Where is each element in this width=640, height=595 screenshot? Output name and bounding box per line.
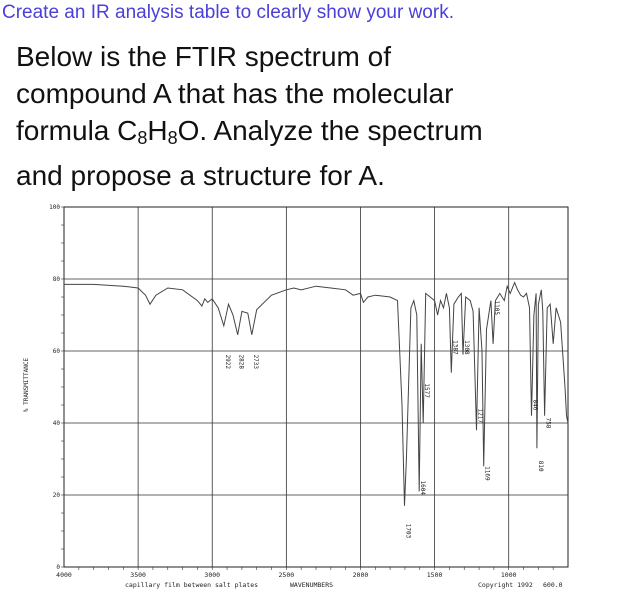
peak-label: 846 <box>532 400 539 411</box>
peak-label: 2828 <box>238 355 245 370</box>
ir-spectrum-chart: 100 80 60 40 20 0 4000 3500 3000 2500 2000 1500 100… <box>23 204 569 589</box>
y-tick-label: 0 <box>56 564 60 571</box>
x-tick-label: 2000 <box>353 571 369 579</box>
peak-label: 1387 <box>451 340 458 355</box>
peak-label: 1703 <box>404 524 411 539</box>
x-tick-label: 4000 <box>56 571 72 579</box>
peak-label: 2733 <box>252 355 259 370</box>
y-tick-label: 20 <box>53 492 61 499</box>
instruction-header: Create an IR analysis table to clearly s… <box>2 2 454 23</box>
sample-note: capillary film between salt plates <box>125 581 258 589</box>
question-text: Below is the FTIR spectrum of compound A… <box>16 38 636 194</box>
x-tick-label: 2500 <box>279 571 295 579</box>
peak-label: 810 <box>537 461 544 472</box>
peak-label: 758 <box>545 418 552 429</box>
peak-label: 2922 <box>224 355 231 370</box>
peak-label: 1169 <box>484 466 491 481</box>
y-tick-label: 80 <box>53 276 61 283</box>
peak-label: 1308 <box>463 340 470 355</box>
chart-grid <box>63 206 568 568</box>
copyright-note: Copyright 1992 <box>478 581 533 589</box>
hydrogen-subscript: 8 <box>167 128 178 148</box>
peak-label: 1604 <box>419 481 426 496</box>
x-axis-ticks: 4000 3500 3000 2500 2000 1500 1000 <box>56 567 554 579</box>
question-line-3: formula C8H8O. Analyze the spectrum <box>16 112 636 157</box>
plot-frame <box>63 206 569 568</box>
y-tick-label: 60 <box>53 348 61 355</box>
x-tick-label: 1000 <box>501 571 517 579</box>
carbon-subscript: 8 <box>137 128 148 148</box>
formula-prefix: formula C <box>16 115 138 146</box>
peak-label: 1105 <box>493 301 500 316</box>
y-tick-label: 40 <box>53 420 61 427</box>
spectrum-line <box>64 281 569 506</box>
x-axis-label: WAVENUMBERS <box>290 581 333 589</box>
x-tick-label: 3000 <box>204 571 220 579</box>
peak-labels: 2922 2828 2733 1703 1604 1577 1387 1308 1217 1169… <box>224 301 552 539</box>
formula-h: H <box>147 115 168 146</box>
y-axis-label: % TRANSMITTANCE <box>23 358 30 413</box>
question-line-4: and propose a structure for A. <box>16 160 385 191</box>
end-value-note: 600.0 <box>543 581 563 589</box>
question-line-2: compound A that has the molecular <box>16 78 454 109</box>
question-line-1: Below is the FTIR spectrum of <box>16 41 392 72</box>
peak-label: 1577 <box>423 383 430 398</box>
x-tick-label: 3500 <box>130 571 146 579</box>
formula-suffix: O. Analyze the spectrum <box>177 115 483 146</box>
y-axis-ticks: 100 80 60 40 20 0 <box>49 204 64 571</box>
y-tick-label: 100 <box>49 204 60 211</box>
peak-label: 1217 <box>477 409 484 424</box>
x-tick-label: 1500 <box>427 571 443 579</box>
